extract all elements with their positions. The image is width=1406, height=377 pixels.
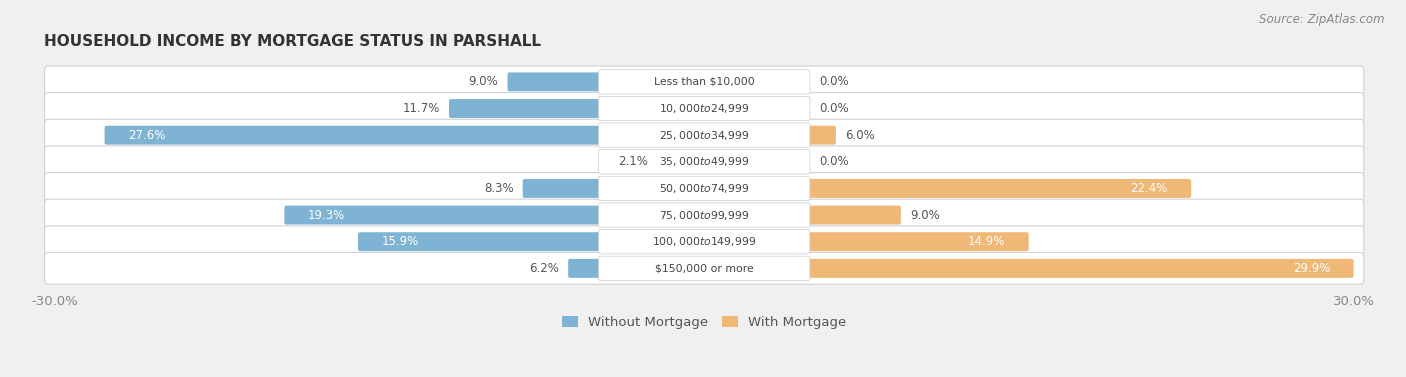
FancyBboxPatch shape [599, 70, 810, 94]
FancyBboxPatch shape [599, 256, 810, 280]
Text: 9.0%: 9.0% [910, 208, 939, 222]
FancyBboxPatch shape [599, 203, 810, 227]
FancyBboxPatch shape [599, 230, 810, 254]
Text: $10,000 to $24,999: $10,000 to $24,999 [659, 102, 749, 115]
Text: $100,000 to $149,999: $100,000 to $149,999 [652, 235, 756, 248]
FancyBboxPatch shape [45, 199, 1364, 231]
FancyBboxPatch shape [45, 146, 1364, 178]
Text: Source: ZipAtlas.com: Source: ZipAtlas.com [1260, 13, 1385, 26]
Text: 6.2%: 6.2% [529, 262, 560, 275]
FancyBboxPatch shape [599, 97, 810, 121]
FancyBboxPatch shape [284, 205, 602, 225]
FancyBboxPatch shape [449, 99, 602, 118]
Text: 2.1%: 2.1% [619, 155, 648, 168]
FancyBboxPatch shape [45, 253, 1364, 284]
Text: 8.3%: 8.3% [484, 182, 513, 195]
FancyBboxPatch shape [523, 179, 602, 198]
FancyBboxPatch shape [104, 126, 602, 145]
Text: 27.6%: 27.6% [128, 129, 166, 142]
FancyBboxPatch shape [45, 173, 1364, 204]
FancyBboxPatch shape [45, 119, 1364, 151]
FancyBboxPatch shape [45, 226, 1364, 257]
Legend: Without Mortgage, With Mortgage: Without Mortgage, With Mortgage [557, 311, 852, 334]
FancyBboxPatch shape [45, 93, 1364, 124]
FancyBboxPatch shape [599, 123, 810, 147]
FancyBboxPatch shape [599, 176, 810, 201]
FancyBboxPatch shape [807, 126, 837, 145]
Text: 11.7%: 11.7% [402, 102, 440, 115]
FancyBboxPatch shape [657, 152, 706, 171]
Text: $75,000 to $99,999: $75,000 to $99,999 [659, 208, 749, 222]
FancyBboxPatch shape [508, 72, 602, 91]
Text: $50,000 to $74,999: $50,000 to $74,999 [659, 182, 749, 195]
Text: Less than $10,000: Less than $10,000 [654, 77, 755, 87]
Text: 15.9%: 15.9% [381, 235, 419, 248]
FancyBboxPatch shape [599, 150, 810, 174]
FancyBboxPatch shape [807, 259, 1354, 278]
Text: 0.0%: 0.0% [818, 102, 849, 115]
Text: $25,000 to $34,999: $25,000 to $34,999 [659, 129, 749, 142]
FancyBboxPatch shape [568, 259, 602, 278]
Text: 6.0%: 6.0% [845, 129, 875, 142]
Text: $150,000 or more: $150,000 or more [655, 264, 754, 273]
Text: 0.0%: 0.0% [818, 155, 849, 168]
Text: 0.0%: 0.0% [818, 75, 849, 88]
Text: 9.0%: 9.0% [468, 75, 498, 88]
FancyBboxPatch shape [359, 232, 602, 251]
FancyBboxPatch shape [807, 179, 1191, 198]
Text: 29.9%: 29.9% [1294, 262, 1330, 275]
Text: 19.3%: 19.3% [308, 208, 344, 222]
FancyBboxPatch shape [45, 66, 1364, 98]
FancyBboxPatch shape [807, 232, 1029, 251]
Text: 22.4%: 22.4% [1130, 182, 1168, 195]
Text: $35,000 to $49,999: $35,000 to $49,999 [659, 155, 749, 168]
Text: HOUSEHOLD INCOME BY MORTGAGE STATUS IN PARSHALL: HOUSEHOLD INCOME BY MORTGAGE STATUS IN P… [44, 34, 540, 49]
FancyBboxPatch shape [807, 205, 901, 225]
Text: 14.9%: 14.9% [967, 235, 1005, 248]
